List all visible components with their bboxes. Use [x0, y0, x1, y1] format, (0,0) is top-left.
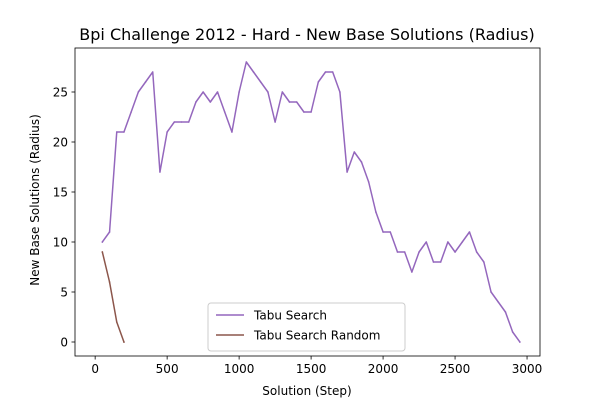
data-point-s0-4 [130, 111, 132, 113]
data-point-s0-45 [425, 241, 428, 243]
legend-frame [207, 302, 406, 352]
data-point-s0-57 [511, 331, 514, 333]
plot-frame [74, 47, 541, 357]
data-point-s0-36 [360, 161, 363, 163]
y-tick-label-3: 15 [53, 186, 68, 200]
data-point-s0-31 [324, 71, 327, 73]
legend: Tabu Search Tabu Search Random [207, 302, 406, 352]
data-point-s0-28 [303, 111, 305, 113]
data-point-s0-3 [123, 131, 125, 133]
data-point-s1-2 [115, 321, 118, 323]
data-point-s0-24 [274, 121, 276, 123]
data-point-s0-13 [195, 101, 197, 103]
data-point-s0-42 [403, 251, 406, 253]
data-point-s0-51 [468, 231, 471, 233]
data-point-s1-3 [123, 341, 125, 343]
data-point-s0-7 [151, 71, 154, 73]
data-point-s0-2 [115, 131, 118, 133]
data-point-s0-17 [223, 111, 226, 113]
x-tick-label-1: 500 [156, 362, 179, 376]
data-point-s0-8 [159, 171, 161, 173]
data-point-s0-21 [252, 71, 255, 73]
data-point-s0-38 [375, 211, 377, 213]
data-point-s0-56 [504, 311, 507, 313]
y-tick-label-5: 25 [53, 86, 68, 100]
data-point-s0-5 [137, 91, 140, 93]
data-point-s0-9 [166, 131, 168, 133]
data-point-s0-33 [339, 91, 341, 93]
data-point-s0-11 [180, 121, 183, 123]
data-point-s0-10 [173, 121, 176, 123]
data-point-s1-0 [101, 251, 104, 253]
y-tick-label-4: 20 [53, 136, 68, 150]
x-tick-label-0: 0 [91, 362, 99, 376]
data-point-s0-47 [439, 261, 442, 263]
series-line-1 [101, 251, 125, 343]
chart-title: Bpi Challenge 2012 - Hard - New Base Sol… [79, 25, 534, 44]
data-point-s0-58 [519, 341, 521, 343]
series-line-0 [101, 61, 521, 344]
data-point-s0-46 [432, 261, 435, 263]
data-point-s0-37 [367, 181, 370, 183]
data-point-s0-52 [475, 251, 478, 253]
data-point-s1-1 [108, 281, 111, 283]
data-point-s0-27 [295, 101, 298, 103]
data-point-s0-54 [490, 291, 492, 293]
data-point-s0-25 [281, 91, 284, 93]
data-point-s0-50 [461, 241, 464, 243]
data-point-s0-44 [418, 251, 420, 253]
data-point-s0-32 [331, 71, 334, 73]
data-point-s0-1 [108, 231, 111, 233]
y-tick-label-0: 0 [60, 336, 68, 350]
data-point-s0-48 [447, 241, 449, 243]
data-point-s0-20 [245, 61, 248, 63]
data-point-s0-26 [288, 101, 291, 103]
data-point-s0-23 [267, 91, 269, 93]
data-point-s0-53 [483, 261, 485, 263]
data-point-s0-22 [259, 81, 262, 83]
data-point-s0-19 [238, 91, 240, 93]
x-tick-label-5: 2500 [440, 362, 471, 376]
data-point-s0-0 [101, 241, 104, 243]
y-tick-label-2: 10 [53, 236, 68, 250]
plot-area [101, 61, 521, 344]
data-point-s0-55 [497, 301, 500, 303]
data-point-s0-34 [346, 171, 348, 173]
data-point-s0-15 [209, 101, 212, 103]
legend-label-tabu-search: Tabu Search [253, 309, 327, 323]
data-point-s0-16 [216, 91, 219, 93]
x-tick-label-4: 2000 [368, 362, 399, 376]
data-point-s0-29 [310, 111, 312, 113]
data-point-s0-14 [202, 91, 204, 93]
x-tick-label-2: 1000 [224, 362, 255, 376]
axes: 0 500 1000 1500 2000 2500 3000 0 5 10 15 20 25 [53, 47, 543, 376]
data-point-s0-18 [231, 131, 233, 133]
x-tick-label-3: 1500 [296, 362, 327, 376]
data-point-s0-30 [317, 81, 320, 83]
x-tick-label-6: 3000 [512, 362, 543, 376]
y-tick-label-1: 5 [60, 286, 68, 300]
data-point-s0-35 [353, 151, 356, 153]
data-point-s0-12 [187, 121, 190, 123]
data-point-s0-39 [382, 231, 384, 233]
y-axis-label: New Base Solutions (Radius) [28, 114, 42, 286]
x-axis-label: Solution (Step) [262, 384, 351, 398]
data-point-s0-40 [389, 231, 392, 233]
legend-label-tabu-search-random: Tabu Search Random [253, 329, 380, 343]
data-point-s0-49 [454, 251, 456, 253]
data-point-s0-6 [144, 81, 147, 83]
data-point-s0-41 [396, 251, 399, 253]
data-point-s0-43 [411, 271, 413, 273]
